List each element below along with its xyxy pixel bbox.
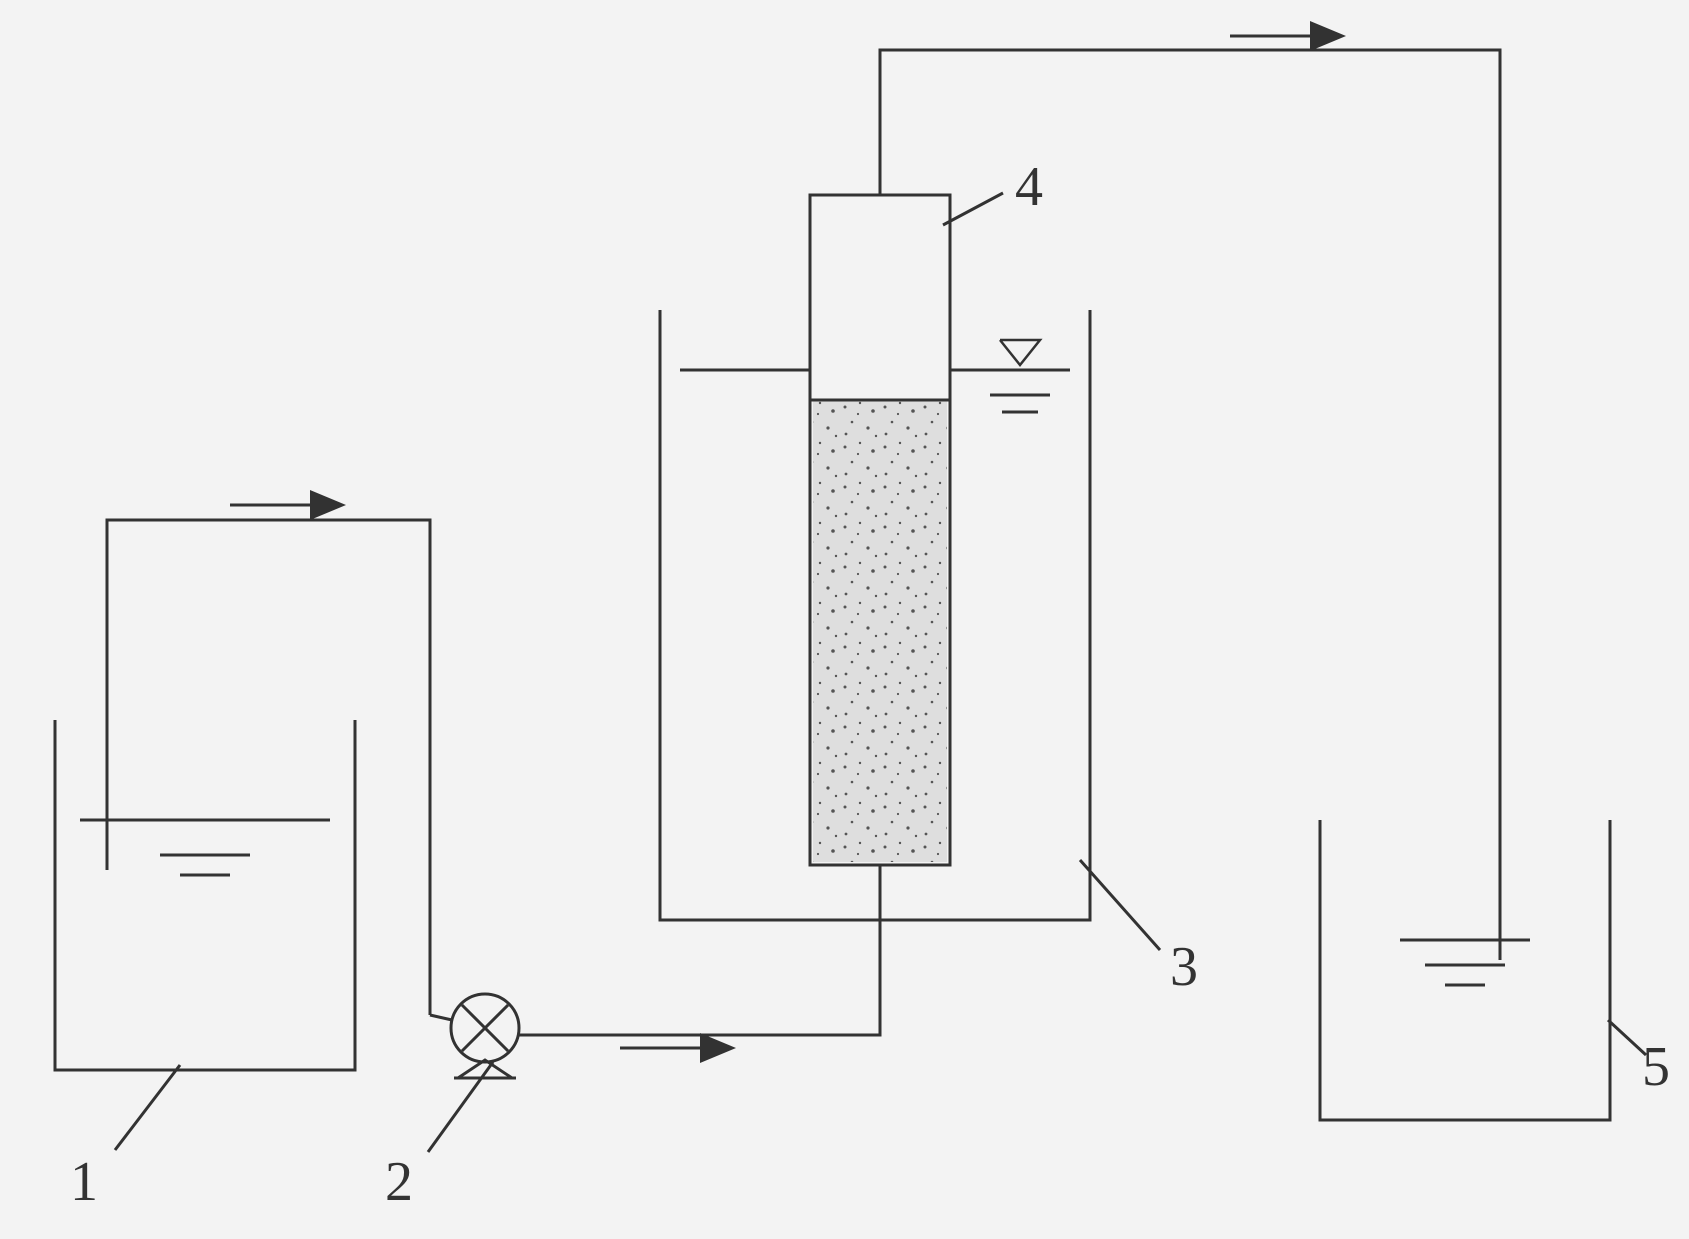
pipe-pump-to-reactor (518, 865, 880, 1035)
collection-tank (1320, 820, 1610, 1120)
pipe-tank1-to-pump (107, 520, 430, 1015)
feed-tank (55, 720, 355, 1070)
process-diagram (0, 0, 1689, 1239)
label-3: 3 (1170, 935, 1198, 999)
label-2: 2 (385, 1150, 413, 1214)
label-4: 4 (1015, 155, 1043, 219)
pipe-reactor-to-tank5 (880, 50, 1500, 960)
leader-4 (943, 193, 1003, 225)
label-1: 1 (70, 1150, 98, 1214)
reactor-column (810, 195, 950, 865)
label-5: 5 (1642, 1035, 1670, 1099)
pump-icon (430, 994, 519, 1078)
leader-1 (115, 1065, 180, 1150)
leader-5 (1608, 1020, 1646, 1055)
leader-3 (1080, 860, 1160, 950)
